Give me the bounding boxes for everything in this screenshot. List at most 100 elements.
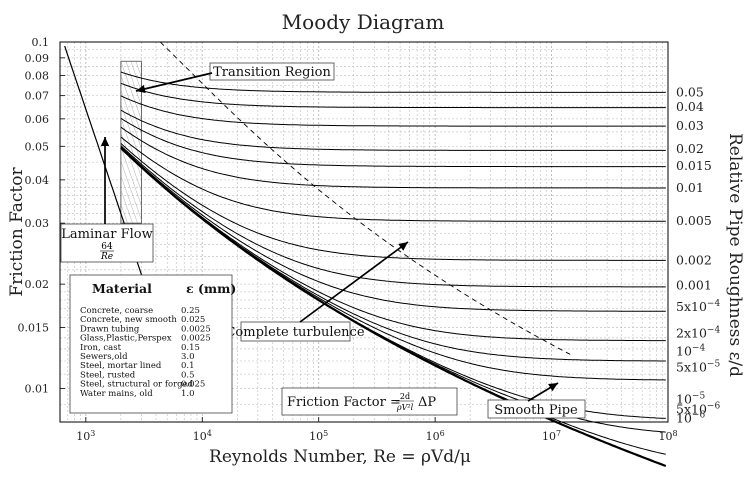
materials-row-value: 0.025 <box>181 315 205 325</box>
transition-hatch <box>120 89 142 149</box>
complete-label-box <box>240 321 351 342</box>
materials-row-name: Water mains, old <box>80 389 153 399</box>
y-tick-label: 0.03 <box>25 217 50 230</box>
friction-formula-den: ρV²l <box>396 403 414 412</box>
transition-hatch <box>46 61 103 223</box>
materials-box <box>69 274 233 414</box>
materials-row-value: 0.1 <box>181 361 195 371</box>
materials-row-name: Steel, structural or forged <box>80 380 194 390</box>
roughness-label: 0.04 <box>676 99 704 114</box>
x-tick-mantissa: 10 <box>542 430 556 443</box>
materials-row-value: 3.0 <box>181 352 195 362</box>
roughness-curves <box>120 71 666 455</box>
x-tick-label: 103 <box>76 429 95 444</box>
materials-row-name: Iron, cast <box>80 343 122 353</box>
transition-hatch <box>120 103 142 164</box>
roughness-label-mantissa: 0.002 <box>676 253 712 268</box>
transition-label: Transition Region <box>213 65 331 80</box>
y-tick-label: 0.1 <box>32 36 50 49</box>
x-tick-mantissa: 10 <box>658 430 672 443</box>
roughness-curve <box>120 145 666 288</box>
x-tick-mantissa: 10 <box>426 430 440 443</box>
roughness-label: 5x10−5 <box>676 359 720 374</box>
laminar-formula-num: 64 <box>101 242 113 252</box>
materials-row-name: Steel, rusted <box>80 370 136 380</box>
materials-row-name: Steel, mortar lined <box>80 361 162 371</box>
y-tick-label: 0.04 <box>25 174 50 187</box>
materials-row-value: 0.25 <box>181 306 200 316</box>
smooth-pipe-line <box>120 147 667 468</box>
x-tick-label: 108 <box>658 429 677 444</box>
y-tick-label: 0.015 <box>18 321 50 334</box>
y-tick-label: 0.01 <box>25 382 50 395</box>
roughness-curve <box>120 109 666 151</box>
laminar-formula-den: Re <box>100 252 113 262</box>
smooth-arrow-head <box>548 383 558 392</box>
roughness-label-mantissa: 0.01 <box>676 180 704 195</box>
y-tick-label: 0.02 <box>25 278 50 291</box>
materials-row-value: 0.0025 <box>181 324 211 334</box>
roughness-label: 10−4 <box>676 343 705 358</box>
x-axis-label: Reynolds Number, Re = ρVd/μ <box>209 447 471 467</box>
roughness-curve <box>120 143 666 261</box>
roughness-curve <box>120 136 666 222</box>
smooth-label: Smooth Pipe <box>494 403 578 418</box>
roughness-label: 10−5 <box>676 391 705 406</box>
x-tick-exponent: 6 <box>440 429 445 438</box>
friction-formula-suffix: ΔP <box>418 395 436 410</box>
materials-row-value: 1.0 <box>181 389 195 399</box>
roughness-label-mantissa: 5x10 <box>676 299 707 314</box>
x-tick-mantissa: 10 <box>309 430 323 443</box>
roughness-label-mantissa: 10 <box>676 391 692 406</box>
x-tick-label: 104 <box>193 429 212 444</box>
x-tick-exponent: 8 <box>672 429 677 438</box>
roughness-label-mantissa: 2x10 <box>676 326 707 341</box>
roughness-curve <box>120 95 666 127</box>
transition-hatch <box>120 61 142 121</box>
y-ticks: 0.1 0.09 0.08 0.07 0.06 0.05 0.04 0.03 0.02 0.015… <box>18 36 65 395</box>
axis-labels: Reynolds Number, Re = ρVd/μ Friction Fact… <box>7 133 745 467</box>
roughness-labels: 0.050.04 0.03 0.02 0.015 0.01 0.005 0.002 0.001… <box>676 84 720 425</box>
roughness-label-exponent: −5 <box>692 391 706 401</box>
roughness-label-exponent: −4 <box>707 299 721 309</box>
y-tick-label: 0.07 <box>25 90 50 103</box>
y-tick-label: 0.09 <box>25 52 50 65</box>
transition-region-outline <box>120 60 142 224</box>
smooth-label-box <box>487 399 586 419</box>
x-tick-exponent: 5 <box>323 429 328 438</box>
y-axis-label: Friction Factor <box>7 167 27 297</box>
materials-row-name: Concrete, coarse <box>80 306 153 316</box>
roughness-curve <box>120 117 666 168</box>
transition-hatch <box>120 146 142 207</box>
materials-row-value: 0.5 <box>181 370 195 380</box>
roughness-label: 0.01 <box>676 180 704 195</box>
roughness-label-exponent: −6 <box>707 401 721 411</box>
transition-label-box <box>209 62 335 81</box>
roughness-label-mantissa: 0.001 <box>676 278 712 293</box>
x-tick-label: 107 <box>542 429 561 444</box>
roughness-label-mantissa: 0.005 <box>676 213 712 228</box>
x-tick-mantissa: 10 <box>76 430 90 443</box>
transition-hatch <box>146 61 203 223</box>
transition-hatch <box>120 74 142 135</box>
x-ticks: 103 104 105 106 107 108 <box>76 417 678 444</box>
transition-hatch <box>51 61 108 223</box>
roughness-label: 0.002 <box>676 253 712 268</box>
x-tick-exponent: 3 <box>90 429 95 438</box>
materials-row-name: Glass,Plastic,Perspex <box>80 334 172 344</box>
roughness-label: 0.03 <box>676 118 704 133</box>
transition-arrow-head <box>136 84 146 94</box>
x-tick-exponent: 7 <box>556 429 561 438</box>
complete-arrow <box>299 241 409 323</box>
roughness-label: 0.015 <box>676 158 712 173</box>
x-tick-exponent: 4 <box>207 429 212 438</box>
roughness-label: 10−6 <box>676 410 705 425</box>
roughness-curve <box>120 126 666 189</box>
friction-formula-num: 2d <box>400 392 410 401</box>
roughness-label: 5x10−6 <box>676 401 720 416</box>
materials-header-eps: ε (mm) <box>186 281 236 296</box>
complete-label: Complete turbulence <box>225 325 364 340</box>
transition-hatch <box>120 189 133 224</box>
roughness-label: 0.005 <box>676 213 712 228</box>
